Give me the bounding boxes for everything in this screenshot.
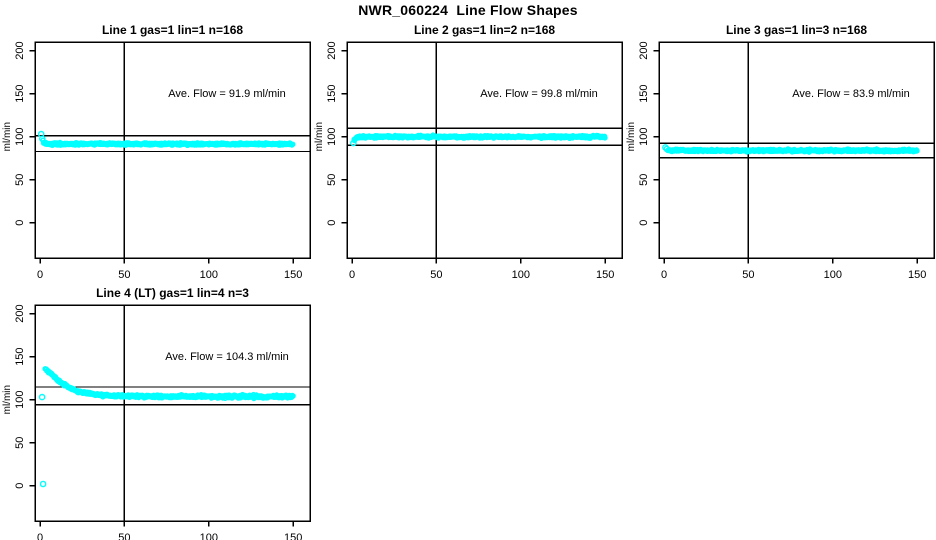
x-axis-tick-label: 150 bbox=[284, 532, 302, 540]
plot-box bbox=[34, 304, 311, 522]
y-axis-tick-label: 150 bbox=[14, 84, 26, 102]
x-axis-tick-label: 150 bbox=[596, 269, 614, 281]
lead-point bbox=[662, 144, 669, 151]
subplot-1: Line 1 gas=1 lin=1 n=168 0 50 100 150 0 50 100 1… bbox=[2, 23, 311, 281]
y-axis-tick-label: 200 bbox=[638, 41, 650, 59]
y-axis-tick-label: 100 bbox=[326, 127, 338, 145]
x-axis-tick-label: 0 bbox=[349, 269, 355, 281]
avg-flow-annotation: Ave. Flow = 91.9 ml/min bbox=[168, 88, 285, 100]
lead-point bbox=[350, 139, 357, 147]
y-axis-tick-label: 100 bbox=[14, 127, 26, 145]
y-axis-tick-label: 100 bbox=[14, 390, 26, 408]
x-axis-tick-label: 0 bbox=[37, 269, 43, 281]
y-axis-label: ml/min bbox=[626, 122, 637, 151]
y-axis-label: ml/min bbox=[2, 122, 13, 151]
y-axis-tick-label: 50 bbox=[14, 174, 26, 186]
avg-flow-annotation: Ave. Flow = 99.8 ml/min bbox=[480, 88, 597, 100]
lead-point bbox=[39, 480, 47, 488]
data-points bbox=[40, 137, 296, 149]
data-points bbox=[351, 132, 608, 144]
y-axis-tick-label: 0 bbox=[14, 220, 26, 226]
y-axis-label: ml/min bbox=[2, 385, 13, 414]
subplot-title: Line 4 (LT) gas=1 lin=4 n=3 bbox=[96, 286, 249, 300]
data-point bbox=[290, 141, 296, 148]
y-axis-tick-label: 50 bbox=[638, 174, 650, 186]
data-points bbox=[665, 146, 920, 155]
y-axis-tick-label: 50 bbox=[326, 174, 338, 186]
y-axis-tick-label: 150 bbox=[638, 84, 650, 102]
x-axis-tick-label: 50 bbox=[742, 269, 754, 281]
lead-point bbox=[39, 135, 46, 143]
subplot-title: Line 3 gas=1 lin=3 n=168 bbox=[726, 23, 867, 37]
x-axis-tick-label: 0 bbox=[661, 269, 667, 281]
x-axis-tick-label: 0 bbox=[37, 532, 43, 540]
y-axis-tick-label: 200 bbox=[14, 41, 26, 59]
subplot-2: Line 2 gas=1 lin=2 n=168 0 50 100 150 0 50 100 1… bbox=[314, 23, 623, 281]
x-axis-tick-label: 50 bbox=[118, 269, 130, 281]
x-axis-tick-label: 50 bbox=[430, 269, 442, 281]
lead-point bbox=[38, 393, 46, 401]
y-axis-tick-label: 150 bbox=[14, 347, 26, 365]
avg-flow-annotation: Ave. Flow = 83.9 ml/min bbox=[792, 88, 909, 100]
y-axis-tick-label: 200 bbox=[326, 41, 338, 59]
y-axis-tick-label: 100 bbox=[638, 127, 650, 145]
x-axis-tick-label: 150 bbox=[284, 269, 302, 281]
data-point bbox=[290, 393, 296, 399]
data-point bbox=[602, 135, 608, 141]
y-axis-tick-label: 150 bbox=[326, 84, 338, 102]
x-axis-tick-label: 100 bbox=[824, 269, 842, 281]
y-axis-tick-label: 200 bbox=[14, 304, 26, 322]
main-title: NWR_060224 Line Flow Shapes bbox=[358, 2, 578, 18]
x-axis-tick-label: 50 bbox=[118, 532, 130, 540]
plot-box bbox=[346, 41, 623, 259]
y-axis-tick-label: 50 bbox=[14, 437, 26, 449]
data-point bbox=[914, 148, 920, 154]
y-axis-tick-label: 0 bbox=[14, 483, 26, 489]
x-axis-tick-label: 100 bbox=[512, 269, 530, 281]
plot-box bbox=[658, 41, 935, 259]
x-axis-tick-label: 100 bbox=[200, 269, 218, 281]
subplot-title: Line 1 gas=1 lin=1 n=168 bbox=[102, 23, 243, 37]
subplot-4: Line 4 (LT) gas=1 lin=4 n=3 0 50 100 150 0 50 1… bbox=[2, 286, 311, 540]
y-axis-tick-label: 0 bbox=[326, 220, 338, 226]
lead-point bbox=[663, 145, 671, 153]
y-axis-tick-label: 0 bbox=[638, 220, 650, 226]
plot-box bbox=[34, 41, 311, 259]
subplot-title: Line 2 gas=1 lin=2 n=168 bbox=[414, 23, 555, 37]
x-axis-tick-label: 100 bbox=[200, 532, 218, 540]
subplot-3: Line 3 gas=1 lin=3 n=168 0 50 100 150 0 50 100 1… bbox=[626, 23, 935, 281]
y-axis-label: ml/min bbox=[314, 122, 325, 151]
x-axis-tick-label: 150 bbox=[908, 269, 926, 281]
avg-flow-annotation: Ave. Flow = 104.3 ml/min bbox=[165, 351, 289, 363]
data-points bbox=[42, 366, 296, 402]
